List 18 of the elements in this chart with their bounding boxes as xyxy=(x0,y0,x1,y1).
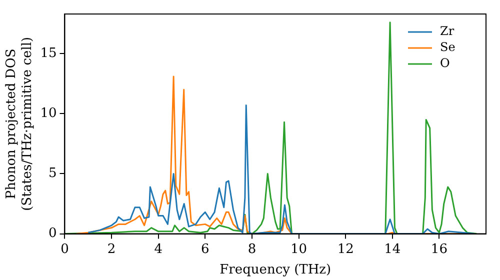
y-axis-title: Phonon projected DOS (States/THz·primitive cell) xyxy=(4,36,35,211)
legend-label: Se xyxy=(440,40,456,54)
x-tick-label: 16 xyxy=(430,242,448,257)
y-tick-label: 10 xyxy=(40,106,57,122)
x-tick-label: 6 xyxy=(201,242,210,257)
x-tick-label: 10 xyxy=(290,242,308,257)
x-tick-label: 0 xyxy=(60,242,69,257)
y-tick-label: 0 xyxy=(48,226,57,242)
x-tick-label: 14 xyxy=(384,242,401,257)
x-tick-label: 4 xyxy=(154,242,162,257)
y-tick-label: 5 xyxy=(48,166,57,182)
x-tick-label: 2 xyxy=(107,242,116,257)
x-tick-label: 8 xyxy=(248,242,256,257)
x-tick-label: 12 xyxy=(337,242,354,257)
x-axis-title: Frequency (THz) xyxy=(220,262,332,278)
legend-label: Zr xyxy=(440,24,454,38)
legend-label: O xyxy=(440,56,450,70)
y-tick-label: 15 xyxy=(40,46,57,62)
